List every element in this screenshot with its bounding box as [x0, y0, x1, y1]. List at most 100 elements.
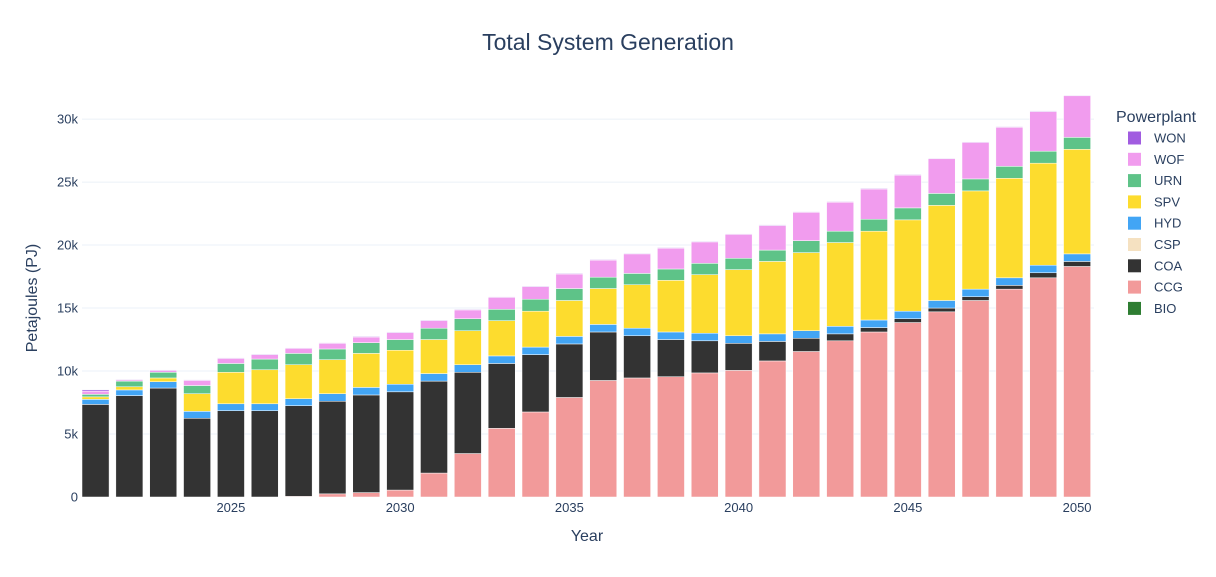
bar-hyd-2038 — [657, 331, 685, 340]
bar-urn-2041 — [758, 249, 787, 262]
bar-urn-2028 — [318, 348, 347, 360]
bar-wof-2023 — [149, 370, 178, 373]
bar-coa-2028 — [318, 401, 347, 495]
legend: Powerplant WON WOF URN SPV HYD CSP COA CCG BIO — [1116, 109, 1197, 316]
bar-hyd-2050 — [1063, 253, 1091, 262]
bar-coa-2047 — [961, 296, 990, 301]
bar-ccg-2028 — [318, 493, 347, 498]
bar-ccg-2040 — [724, 370, 753, 498]
legend-swatch-csp — [1128, 238, 1141, 251]
bar-urn-2037 — [623, 273, 651, 285]
bar-coa-2025 — [217, 410, 245, 498]
bar-spv-2023 — [149, 377, 178, 382]
bar-coa-2027 — [284, 405, 313, 497]
legend-swatch-ccg — [1128, 280, 1141, 294]
bar-spv-2030 — [386, 349, 414, 385]
gridlines — [82, 118, 1094, 435]
bar-ccg-2050 — [1063, 266, 1091, 498]
bar-hyd-2042 — [792, 330, 821, 339]
bar-won-2045 — [894, 174, 922, 176]
bar-hyd-2041 — [758, 333, 787, 342]
bar-spv-2037 — [623, 284, 651, 329]
bar-urn-2032 — [454, 318, 482, 331]
bar-won-2042 — [792, 211, 821, 213]
y-tick-label: 5k — [64, 427, 78, 442]
bar-spv-2029 — [352, 353, 381, 388]
bar-spv-2025 — [217, 372, 245, 405]
bar-wof-2039 — [690, 241, 719, 264]
bar-coa-2032 — [454, 372, 482, 454]
bar-hyd-2036 — [589, 324, 618, 333]
bar-coa-2046 — [927, 307, 956, 313]
bar-hyd-2039 — [690, 332, 719, 342]
bar-won-2037 — [623, 252, 651, 255]
bar-spv-2049 — [1029, 162, 1058, 266]
y-axis-title: Petajoules (PJ) — [24, 244, 41, 353]
bar-wof-2042 — [792, 212, 821, 241]
bar-wof-2036 — [589, 259, 618, 278]
bar-spv-2027 — [284, 364, 313, 399]
bar-hyd-2026 — [250, 403, 279, 411]
bar-spv-2043 — [826, 242, 854, 327]
bar-hyd-2049 — [1029, 264, 1058, 274]
bar-won-2034 — [521, 285, 550, 287]
legend-label-csp: CSP — [1154, 237, 1181, 252]
bar-wof-2024 — [183, 380, 211, 386]
bar-coa-2044 — [860, 327, 888, 333]
legend-label-urn: URN — [1154, 173, 1182, 188]
bar-ccg-2042 — [792, 351, 821, 498]
legend-label-coa: COA — [1154, 258, 1183, 273]
bar-urn-2024 — [183, 385, 211, 394]
bar-urn-2038 — [657, 268, 685, 281]
bar-spv-2040 — [724, 269, 753, 337]
bar-coa-2021 — [81, 404, 110, 498]
bar-hyd-2034 — [521, 346, 550, 355]
bar-coa-2022 — [115, 395, 144, 498]
bar-won-2050 — [1063, 94, 1091, 97]
bar-urn-2029 — [352, 342, 381, 354]
legend-label-ccg: CCG — [1154, 280, 1183, 295]
bar-wof-2021 — [81, 390, 110, 395]
legend-swatch-wof — [1128, 152, 1141, 166]
legend-swatch-spv — [1128, 195, 1141, 209]
bar-coa-2048 — [995, 285, 1024, 290]
bar-urn-2044 — [860, 218, 888, 232]
bar-ccg-2033 — [487, 428, 516, 498]
bar-coa-2042 — [792, 338, 821, 352]
x-axis-ticks: 2025 2030 2035 2040 2045 2050 — [216, 500, 1091, 515]
bar-urn-2023 — [149, 372, 178, 379]
bar-won-2029 — [352, 336, 381, 338]
bar-spv-2039 — [690, 274, 719, 334]
bar-won-2049 — [1029, 110, 1058, 112]
bar-wof-2048 — [995, 127, 1024, 167]
y-tick-label: 10k — [57, 364, 78, 379]
legend-swatch-urn — [1128, 174, 1141, 188]
y-tick-label: 30k — [57, 112, 78, 127]
bar-wof-2043 — [826, 201, 854, 232]
bar-won-2027 — [284, 347, 313, 349]
bar-spv-2044 — [860, 230, 888, 321]
bar-won-2033 — [487, 296, 516, 298]
bar-wof-2040 — [724, 234, 753, 259]
bar-urn-2030 — [386, 339, 414, 351]
bar-spv-2045 — [894, 219, 922, 312]
bar-coa-2043 — [826, 333, 854, 342]
bar-spv-2042 — [792, 252, 821, 331]
bar-won-2022 — [115, 378, 144, 381]
bar-won-2030 — [386, 331, 414, 333]
bar-won-2035 — [555, 273, 584, 275]
x-tick-label: 2045 — [893, 500, 922, 515]
bar-urn-2045 — [894, 207, 922, 221]
bar-won-2039 — [690, 241, 719, 243]
bar-coa-2034 — [521, 354, 550, 413]
bar-urn-2026 — [250, 358, 279, 371]
bar-coa-2024 — [183, 418, 211, 498]
bar-coa-2035 — [555, 343, 584, 398]
bar-coa-2029 — [352, 394, 381, 493]
x-tick-label: 2035 — [555, 500, 584, 515]
bar-spv-2032 — [454, 330, 482, 365]
bar-ccg-2047 — [961, 300, 990, 498]
bar-wof-2034 — [521, 286, 550, 300]
bar-urn-2031 — [420, 327, 448, 340]
